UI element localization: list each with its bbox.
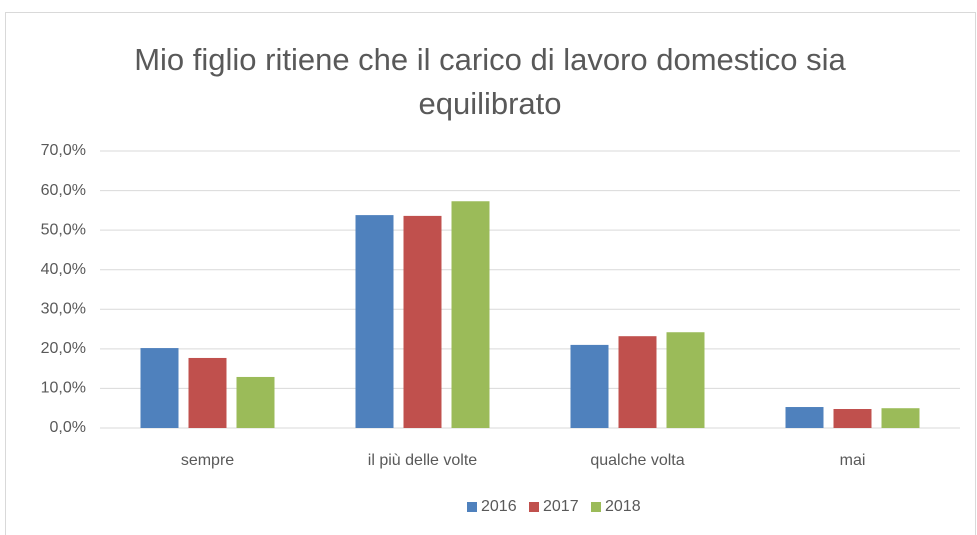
bar: [451, 201, 490, 428]
bar: [881, 408, 920, 428]
bar: [140, 348, 179, 428]
y-tick-label: 0,0%: [50, 419, 86, 436]
legend-swatch: [591, 502, 601, 512]
y-tick-label: 60,0%: [41, 182, 86, 199]
bar: [403, 215, 442, 428]
legend-label: 2018: [605, 498, 641, 515]
bar: [355, 215, 394, 428]
bar: [236, 376, 275, 428]
y-tick-label: 40,0%: [41, 261, 86, 278]
y-tick-label: 30,0%: [41, 301, 86, 318]
x-tick-label: qualche volta: [590, 452, 684, 469]
chart-frame: [5, 12, 976, 535]
bar: [188, 357, 227, 428]
legend-label: 2017: [543, 498, 579, 515]
legend-label: 2016: [481, 498, 517, 515]
legend-swatch: [529, 502, 539, 512]
x-tick-label: mai: [840, 452, 866, 469]
x-tick-label: sempre: [181, 452, 234, 469]
y-tick-label: 50,0%: [41, 221, 86, 238]
y-tick-label: 20,0%: [41, 340, 86, 357]
bar: [666, 332, 705, 428]
bar: [785, 407, 824, 428]
bar: [570, 344, 609, 428]
x-tick-label: il più delle volte: [368, 452, 478, 469]
bar: [833, 409, 872, 428]
bar: [618, 336, 657, 428]
chart-title: Mio figlio ritiene che il carico di lavo…: [134, 42, 846, 121]
y-tick-label: 10,0%: [41, 380, 86, 397]
y-tick-label: 70,0%: [41, 142, 86, 159]
legend-swatch: [467, 502, 477, 512]
